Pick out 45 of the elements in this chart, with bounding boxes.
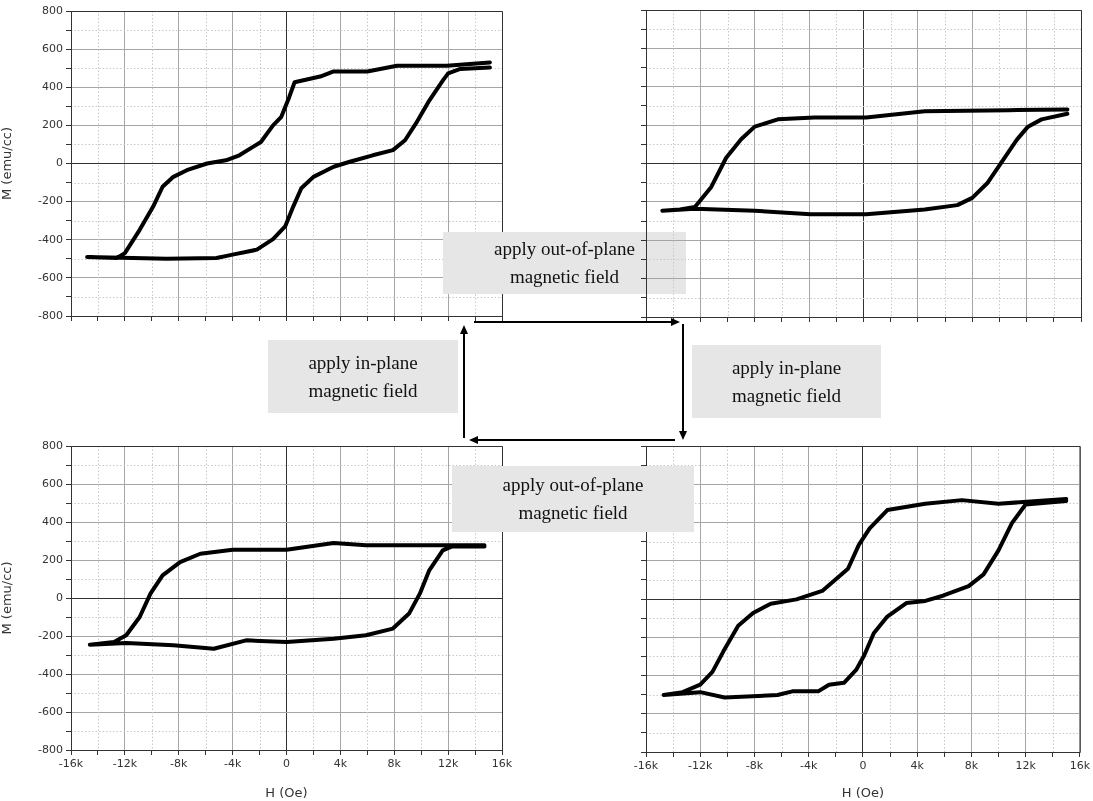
x-tick-label: 16k bbox=[491, 757, 513, 771]
x-tick-label: -8k bbox=[170, 757, 189, 771]
annotation: apply out-of-plane magnetic field bbox=[493, 237, 636, 289]
y-axis-title: M (emu/cc) bbox=[0, 126, 15, 201]
y-tick-label: -400 bbox=[38, 666, 63, 680]
x-tick-label: -4k bbox=[800, 759, 818, 773]
text-box: apply in-plane magnetic field bbox=[268, 340, 458, 413]
x-tick-label: 16k bbox=[1069, 759, 1091, 773]
y-tick-label: 0 bbox=[56, 590, 63, 604]
x-tick-label: 0 bbox=[283, 757, 290, 771]
y-tick-label: 200 bbox=[42, 118, 63, 132]
y-tick-label: 200 bbox=[42, 552, 63, 566]
text-box: apply out-of-plane magnetic field bbox=[452, 466, 694, 532]
x-tick-label: 12k bbox=[1015, 759, 1037, 773]
x-tick-label: 12k bbox=[437, 757, 459, 771]
y-tick-label: -600 bbox=[38, 704, 63, 718]
x-axis-title: H (Oe) bbox=[841, 784, 885, 800]
x-tick-label: -12k bbox=[688, 759, 714, 773]
y-tick-label: -800 bbox=[38, 308, 63, 322]
x-tick-label: 8k bbox=[387, 757, 402, 771]
x-tick-label: -16k bbox=[58, 757, 84, 771]
y-tick-label: -800 bbox=[38, 742, 63, 756]
x-tick-label: 4k bbox=[333, 757, 348, 771]
y-tick-label: 600 bbox=[42, 476, 63, 490]
x-tick-label: -12k bbox=[112, 757, 138, 771]
y-tick-label: 400 bbox=[42, 514, 63, 528]
x-tick-label: -4k bbox=[223, 757, 242, 771]
y-tick-label: 800 bbox=[42, 438, 63, 452]
x-tick-label: 4k bbox=[910, 759, 925, 773]
y-tick-label: 800 bbox=[42, 3, 63, 17]
y-tick-label: 0 bbox=[56, 156, 63, 170]
y-tick-label: 400 bbox=[42, 80, 63, 94]
y-tick-label: 600 bbox=[42, 41, 63, 55]
x-tick-label: -16k bbox=[633, 759, 659, 773]
y-tick-label: -400 bbox=[38, 232, 63, 246]
x-tick-label: 0 bbox=[859, 759, 867, 773]
y-axis-title: M (emu/cc) bbox=[0, 561, 15, 635]
text-box: apply out-of-plane magnetic field bbox=[443, 232, 686, 294]
y-tick-label: -200 bbox=[38, 628, 63, 642]
text-box: apply in-plane magnetic field bbox=[692, 345, 881, 418]
x-tick-label: 8k bbox=[964, 759, 979, 773]
y-tick-label: -600 bbox=[38, 270, 63, 284]
y-tick-label: -200 bbox=[38, 194, 63, 208]
x-axis-title: H (Oe) bbox=[265, 784, 308, 800]
x-tick-label: -8k bbox=[745, 759, 764, 773]
